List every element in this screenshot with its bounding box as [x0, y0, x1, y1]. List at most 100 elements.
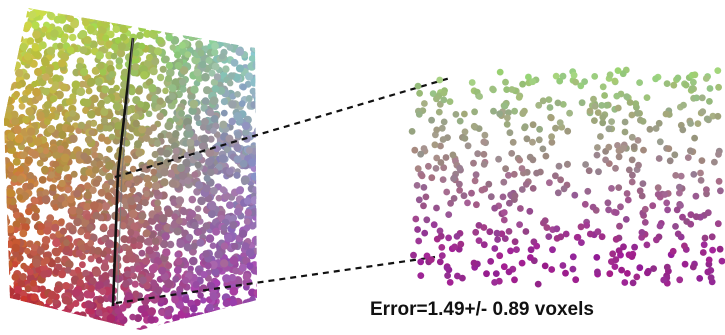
- sample-point: [631, 243, 638, 251]
- cube-point: [124, 270, 131, 278]
- cube-point: [75, 249, 83, 257]
- sample-point: [410, 251, 417, 259]
- cube-point: [201, 97, 210, 105]
- sample-point: [706, 98, 713, 105]
- cube-point: [248, 158, 257, 167]
- cube-point: [156, 17, 165, 25]
- cube-point: [33, 50, 41, 59]
- sample-point: [541, 217, 549, 225]
- cube-point: [238, 229, 248, 238]
- cube-point: [193, 299, 201, 307]
- cube-point: [243, 9, 251, 17]
- sample-point: [449, 151, 457, 159]
- cube-point: [4, 34, 12, 44]
- cube-point: [60, 313, 69, 323]
- cube-point: [150, 279, 158, 287]
- cube-point: [4, 77, 12, 86]
- sample-point: [427, 256, 435, 263]
- cube-point: [253, 237, 257, 247]
- cube-point: [103, 322, 113, 330]
- sample-point: [491, 245, 499, 252]
- sample-point: [548, 266, 556, 273]
- cube-point: [4, 294, 8, 301]
- sample-point: [602, 156, 609, 164]
- sample-point: [505, 228, 513, 235]
- cube-point: [213, 15, 221, 23]
- cube-point: [19, 273, 27, 281]
- sample-point: [480, 241, 488, 249]
- cube-point: [15, 8, 22, 13]
- cube-point: [26, 37, 35, 45]
- sample-point: [612, 164, 619, 172]
- cube-point: [229, 29, 238, 39]
- cube-point: [83, 36, 92, 45]
- cube-point: [231, 242, 239, 250]
- cube-point: [115, 62, 123, 70]
- cube-point: [130, 222, 139, 231]
- sample-point: [452, 111, 460, 118]
- sample-point: [688, 85, 696, 92]
- sample-point: [636, 264, 644, 272]
- sample-point: [446, 279, 454, 286]
- sample-point: [421, 229, 429, 237]
- cube-point: [245, 37, 253, 45]
- cube-point: [151, 57, 160, 66]
- cube-point: [221, 307, 230, 316]
- cube-point: [98, 62, 105, 70]
- sample-point: [535, 136, 543, 144]
- cube-point: [203, 86, 212, 95]
- cube-point: [219, 10, 228, 19]
- cube-point: [225, 9, 234, 18]
- cube-point: [60, 153, 70, 163]
- cube-point: [253, 38, 257, 45]
- sample-point: [609, 250, 617, 258]
- cube-point: [188, 8, 196, 12]
- cube-point: [80, 173, 88, 182]
- sample-point: [691, 134, 698, 142]
- cube-point: [51, 247, 60, 256]
- sample-point: [641, 205, 649, 213]
- cube-point: [85, 168, 93, 177]
- cube-point: [165, 17, 172, 25]
- sample-point: [654, 191, 662, 198]
- sample-point: [703, 115, 711, 123]
- cube-point: [240, 18, 248, 26]
- cube-point: [152, 181, 161, 191]
- sample-point: [692, 192, 700, 200]
- cube-point: [247, 304, 255, 312]
- cube-point: [255, 37, 257, 45]
- cube-point: [233, 143, 242, 152]
- sample-point: [487, 193, 495, 201]
- cube-point: [135, 241, 143, 250]
- cube-point: [153, 139, 162, 147]
- cube-point: [56, 105, 64, 112]
- sample-point: [438, 244, 446, 251]
- cube-point: [82, 18, 90, 27]
- cube-point: [122, 280, 130, 288]
- cube-point: [210, 115, 219, 123]
- cube-point: [106, 64, 115, 73]
- cube-point: [172, 314, 180, 322]
- sample-point: [417, 258, 425, 266]
- cube-point: [167, 20, 175, 28]
- cube-point: [69, 110, 77, 117]
- sample-point: [583, 222, 591, 229]
- cube-point: [104, 239, 114, 249]
- cube-point: [139, 12, 147, 19]
- cube-point: [219, 19, 228, 28]
- cube-point: [112, 102, 121, 111]
- cube-point: [212, 323, 221, 330]
- sample-point: [578, 99, 586, 107]
- cube-point: [18, 103, 26, 110]
- cube-point: [156, 8, 164, 11]
- cube-point: [77, 121, 86, 130]
- sample-point: [612, 235, 620, 243]
- sample-point: [628, 178, 636, 186]
- cube-point: [219, 120, 228, 129]
- cube-point: [103, 96, 111, 104]
- cube-point: [212, 227, 221, 236]
- cube-point: [154, 47, 162, 56]
- sample-point: [428, 116, 435, 124]
- cube-point: [203, 312, 212, 321]
- sample-point: [717, 187, 724, 195]
